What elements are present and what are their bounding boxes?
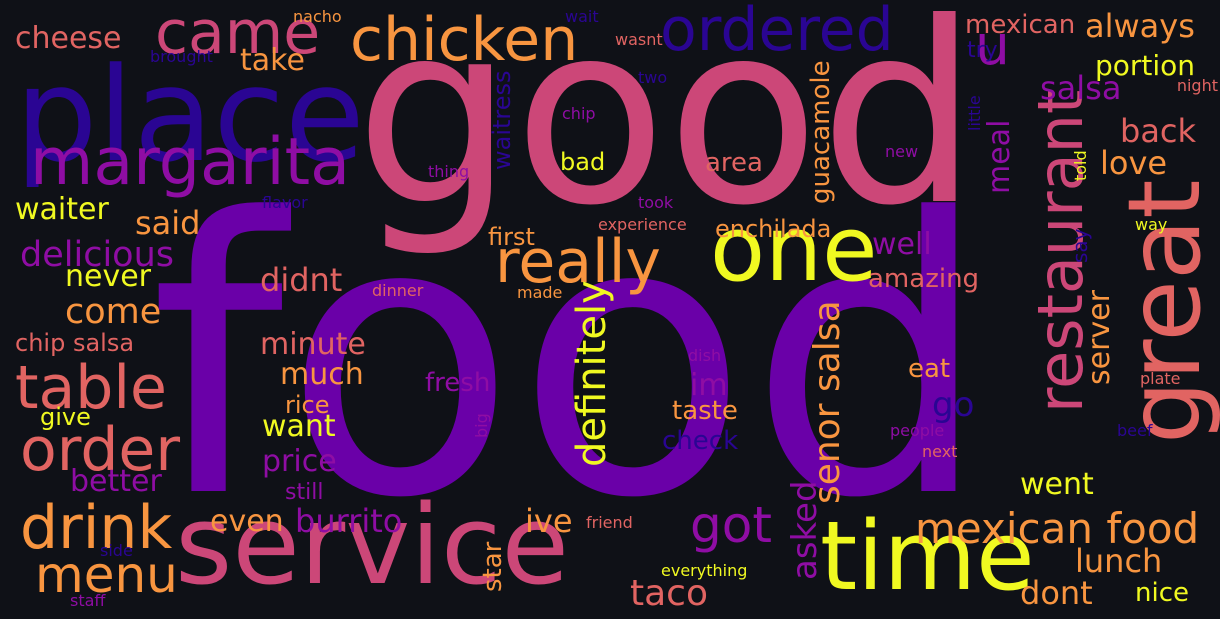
word-server: server (1082, 290, 1117, 385)
word-place: place (15, 39, 365, 191)
word-bad: bad (560, 148, 606, 176)
word-still: still (285, 480, 324, 505)
word-cheese: cheese (15, 21, 122, 56)
word-better: better (70, 464, 162, 499)
word-meal: meal (982, 119, 1017, 194)
word-mexican-food: mexican food (915, 504, 1200, 553)
word-food: food (150, 138, 990, 581)
word-fresh: fresh (425, 368, 491, 398)
word-im: im (690, 368, 728, 403)
word-experience: experience (598, 215, 687, 234)
word-dont: dont (1020, 574, 1093, 612)
word-portion: portion (1095, 49, 1196, 82)
word-well: well (872, 227, 932, 262)
word-beef: beef (1117, 421, 1153, 440)
word-told: told (1071, 150, 1090, 181)
word-first: first (488, 223, 535, 251)
word-asked: asked (785, 480, 825, 580)
word-came: came (155, 0, 321, 68)
word-never: never (65, 259, 152, 294)
word-salsa: salsa (1040, 69, 1122, 107)
word-check: check (662, 426, 739, 456)
word-lunch: lunch (1075, 542, 1163, 580)
word-one: one (710, 197, 878, 302)
word-ordered: ordered (660, 0, 894, 65)
word-definitely: definitely (569, 280, 615, 467)
word-went: went (1020, 467, 1094, 502)
word-menu: menu (35, 546, 178, 604)
word-always: always (1085, 7, 1195, 45)
word-everything: everything (661, 561, 748, 580)
word-next: next (922, 442, 958, 461)
word-made: made (517, 283, 563, 302)
word-star: star (478, 541, 508, 592)
word-waitress: waitress (488, 70, 516, 170)
word-back: back (1120, 112, 1197, 150)
word-brought: brought (150, 47, 213, 66)
word-take: take (240, 43, 305, 78)
word-big: big (472, 413, 491, 438)
word-nacho: nacho (293, 7, 342, 26)
word-love: love (1100, 144, 1168, 182)
word-margarita: margarita (30, 125, 350, 200)
word-wait: wait (565, 7, 599, 26)
word-got: got (690, 496, 772, 554)
word-try: try (967, 38, 998, 63)
word-two: two (638, 68, 668, 87)
word-table: table (15, 353, 167, 423)
word-taste: taste (672, 396, 738, 426)
word-drink: drink (20, 493, 173, 563)
word-way: way (1135, 215, 1168, 234)
word-order: order (20, 415, 180, 485)
word-new: new (885, 142, 919, 161)
word-ive: ive (525, 502, 573, 540)
word-want: want (262, 409, 336, 444)
word-nice: nice (1135, 578, 1189, 608)
word-thing: thing (428, 162, 470, 181)
word-go: go (932, 385, 975, 425)
word-amazing: amazing (868, 264, 980, 294)
word-guacamole: guacamole (806, 60, 836, 204)
word-chicken: chicken (350, 5, 579, 75)
word-waiter: waiter (15, 192, 109, 227)
word-flavor: flavor (262, 193, 308, 212)
word-minute: minute (260, 327, 366, 362)
word-rice: rice (285, 391, 330, 419)
word-people: people (890, 421, 945, 440)
word-u: u (975, 13, 1010, 77)
word-dish: dish (688, 346, 722, 365)
word-plate: plate (1140, 369, 1181, 388)
word-time: time (820, 502, 1035, 612)
word-give: give (40, 403, 91, 431)
word-chip: chip (562, 104, 596, 123)
word-much: much (280, 357, 364, 392)
word-night: night (1176, 76, 1218, 95)
word-dinner: dinner (372, 281, 424, 300)
word-area: area (705, 148, 763, 178)
word-even: even (210, 504, 284, 539)
word-senor-salsa: senor salsa (807, 300, 848, 504)
word-said: said (135, 204, 201, 242)
word-wasnt: wasnt (615, 30, 663, 49)
word-didnt: didnt (260, 261, 343, 299)
word-really: really (495, 227, 661, 297)
word-eat: eat (908, 354, 951, 384)
word-come: come (65, 292, 162, 332)
word-chip-salsa: chip salsa (15, 329, 135, 357)
word-took: took (638, 193, 674, 212)
word-staff: staff (70, 591, 106, 610)
word-friend: friend (586, 513, 633, 532)
word-mexican: mexican (965, 10, 1076, 40)
word-enchilada: enchilada (715, 215, 832, 243)
word-taco: taco (630, 573, 708, 614)
word-say: say (1068, 228, 1092, 263)
word-burrito: burrito (295, 502, 403, 540)
word-delicious: delicious (20, 235, 174, 275)
word-good: good (355, 0, 979, 260)
word-side: side (100, 541, 133, 560)
word-little: little (965, 95, 984, 131)
word-price: price (262, 444, 337, 479)
word-service: service (175, 481, 570, 609)
